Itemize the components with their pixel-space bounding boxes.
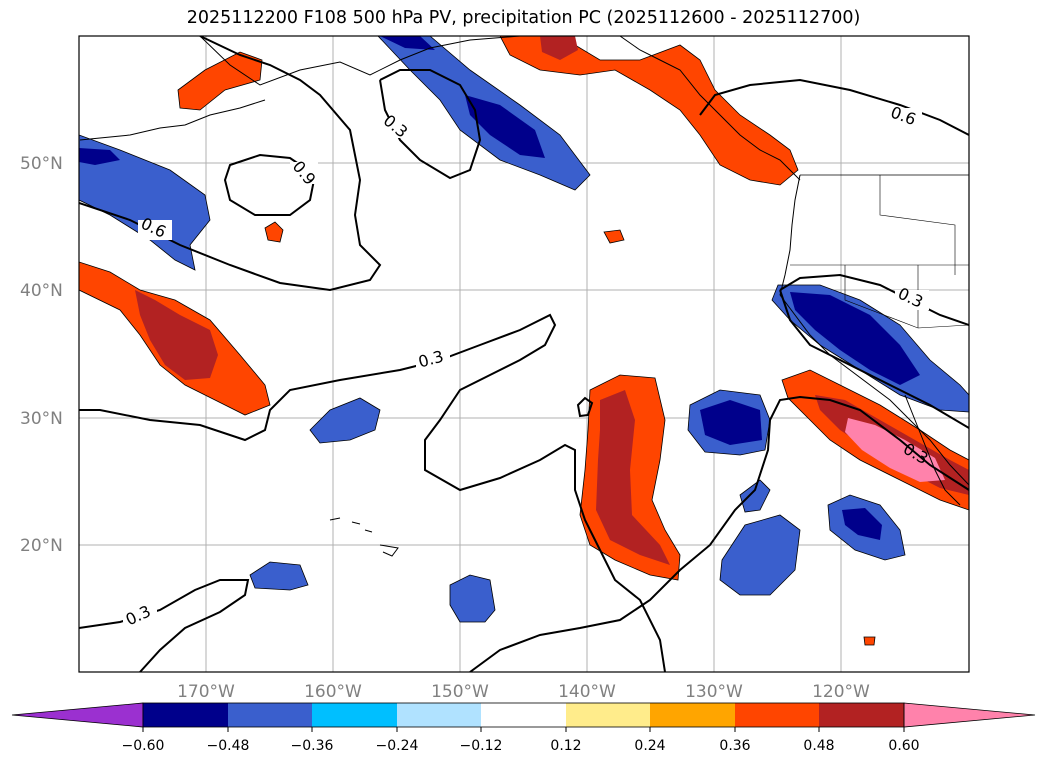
- contour-0.3-socal: [779, 273, 969, 429]
- latitude-labels: 50°N 40°N 30°N 20°N: [20, 154, 63, 556]
- colorbar-segment: [481, 703, 566, 727]
- map-frame: [78, 35, 970, 673]
- lat-label: 30°N: [20, 409, 63, 429]
- map-title: 2025112200 F108 500 hPa PV, precipitatio…: [186, 8, 861, 28]
- lon-label: 120°W: [812, 682, 870, 702]
- colorbar-segment: [566, 703, 650, 727]
- coastline-aleutians: [79, 99, 266, 141]
- coastline-baja: [904, 394, 961, 506]
- contour-0.3-mid: [79, 313, 666, 672]
- border-states-2: [879, 175, 956, 275]
- patch-bc-coast: [499, 36, 799, 186]
- map-panel: 0.3 0.9 0.6 0.3 0.6 0.3 0.3 0.3: [79, 36, 969, 672]
- contour-label-group: 0.3 0.9 0.6 0.3 0.6 0.3 0.3 0.3: [123, 103, 932, 630]
- lon-label: 150°W: [431, 682, 489, 702]
- patch-west-35n-core: [135, 290, 218, 380]
- lon-label: 140°W: [558, 682, 616, 702]
- lon-label: 160°W: [304, 682, 362, 702]
- contour-small-loop: [576, 396, 594, 418]
- colorbar-extend-high: [903, 702, 1036, 728]
- longitude-labels: 170°W 160°W 150°W 140°W 130°W 120°W: [177, 682, 870, 702]
- colorbar-tick-label: −0.24: [376, 738, 419, 754]
- patch-125w-20n: [719, 514, 801, 596]
- patch-160w-17n: [249, 561, 309, 591]
- patch-west-50n-core: [79, 148, 120, 165]
- patch-bc-core: [540, 36, 578, 60]
- lat-label: 40°N: [20, 281, 63, 301]
- patch-115w-12n: [863, 636, 876, 646]
- contour-0.3-east: [469, 395, 969, 672]
- coastline-bc: [619, 36, 801, 181]
- pv-contours: [79, 36, 969, 672]
- colorbar-tick-label: 0.48: [803, 738, 834, 754]
- colorbar-tick-label: −0.48: [207, 738, 250, 754]
- colorbar-tick-label: 0.12: [550, 738, 581, 754]
- coastline-alaska: [199, 36, 521, 86]
- colorbar-segment: [735, 703, 819, 727]
- colorbar-extend-low: [11, 702, 144, 728]
- patch-165w-45n: [264, 221, 284, 243]
- patch-gulf-alaska-core: [465, 95, 545, 158]
- colorbar-tick-label: 0.36: [719, 738, 750, 754]
- colorbar-segment: [650, 703, 735, 727]
- colorbar-segment: [228, 703, 312, 727]
- colorbar-tick-label: −0.12: [460, 738, 503, 754]
- colorbar-tick-label: −0.60: [122, 738, 165, 754]
- patch-120w-22n-core: [842, 508, 882, 540]
- colorbar-segment: [819, 703, 904, 727]
- lat-label: 50°N: [20, 154, 63, 174]
- negative-pc-patches: [79, 36, 969, 623]
- patch-140w-25n-core: [596, 390, 670, 565]
- patch-138w-44n: [603, 229, 625, 244]
- coastline-california: [779, 294, 969, 486]
- lon-label: 130°W: [685, 682, 743, 702]
- patch-hawaii-east-core: [700, 400, 762, 445]
- contour-0.9: [223, 153, 317, 216]
- hawaii-islands: [329, 517, 399, 557]
- patch-baja-peak: [845, 418, 945, 482]
- positive-pc-patches: [79, 36, 969, 646]
- colorbar-segment: [312, 703, 397, 727]
- colorbar-tick-label: 0.24: [634, 738, 665, 754]
- contour-0.6-west: [79, 36, 382, 292]
- colorbar-tick-label: 0.60: [888, 738, 919, 754]
- colorbar-tick-label: −0.36: [291, 738, 334, 754]
- colorbar-segment: [397, 703, 481, 727]
- coastlines: [79, 36, 969, 557]
- patch-148w-15n: [449, 574, 496, 623]
- contour-0.6-east: [699, 78, 969, 136]
- lon-label: 170°W: [177, 682, 235, 702]
- coastline-pacific-nw: [779, 174, 801, 296]
- lat-label: 20°N: [20, 536, 63, 556]
- patch-aleutian: [177, 51, 263, 111]
- colorbar: −0.60 −0.48 −0.36 −0.24 −0.12 0.12 0.24 …: [11, 702, 1036, 754]
- colorbar-frame: [142, 702, 905, 728]
- border-states-3: [844, 265, 969, 329]
- patch-gulf-alaska-top: [380, 36, 435, 50]
- patch-socal-core: [790, 292, 920, 385]
- colorbar-segment: [143, 703, 228, 727]
- patch-160w-30n: [309, 397, 381, 444]
